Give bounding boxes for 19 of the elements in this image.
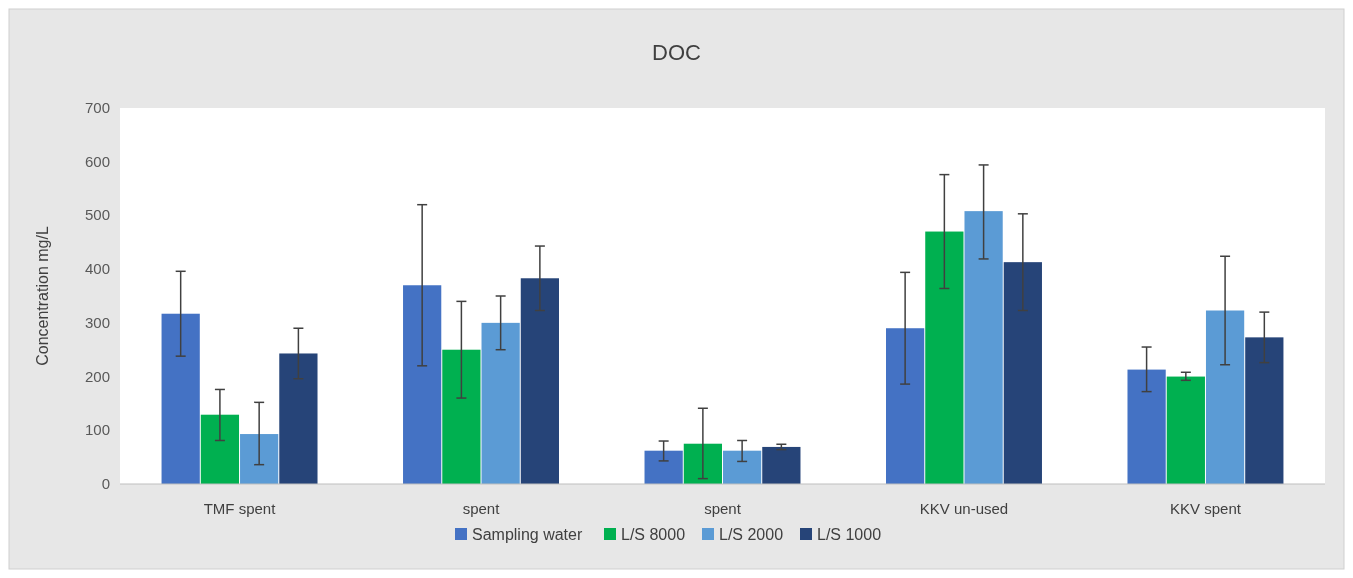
x-tick-label: spent	[704, 500, 742, 517]
legend-label: L/S 8000	[621, 526, 686, 543]
chart-title: DOC	[652, 40, 702, 65]
y-tick-label: 100	[84, 421, 110, 439]
x-tick-label: KKV spent	[1170, 500, 1242, 517]
x-tick-label: TMF spent	[203, 500, 277, 517]
y-tick-label: 500	[84, 206, 110, 224]
y-tick-label: 200	[84, 367, 110, 385]
y-axis-title: Concentration mg/L	[34, 226, 51, 366]
y-tick-label: 600	[84, 152, 110, 170]
y-tick-label: 700	[84, 99, 110, 116]
x-tick-label: KKV un-used	[919, 500, 1009, 517]
legend-label: L/S 1000	[817, 526, 882, 543]
y-tick-label: 400	[84, 260, 110, 278]
legend-label: L/S 2000	[719, 526, 784, 543]
x-tick-label: spent	[462, 500, 501, 517]
y-tick-label: 300	[84, 313, 110, 331]
y-tick-label: 0	[101, 475, 110, 492]
legend-label: Sampling water	[472, 526, 583, 543]
